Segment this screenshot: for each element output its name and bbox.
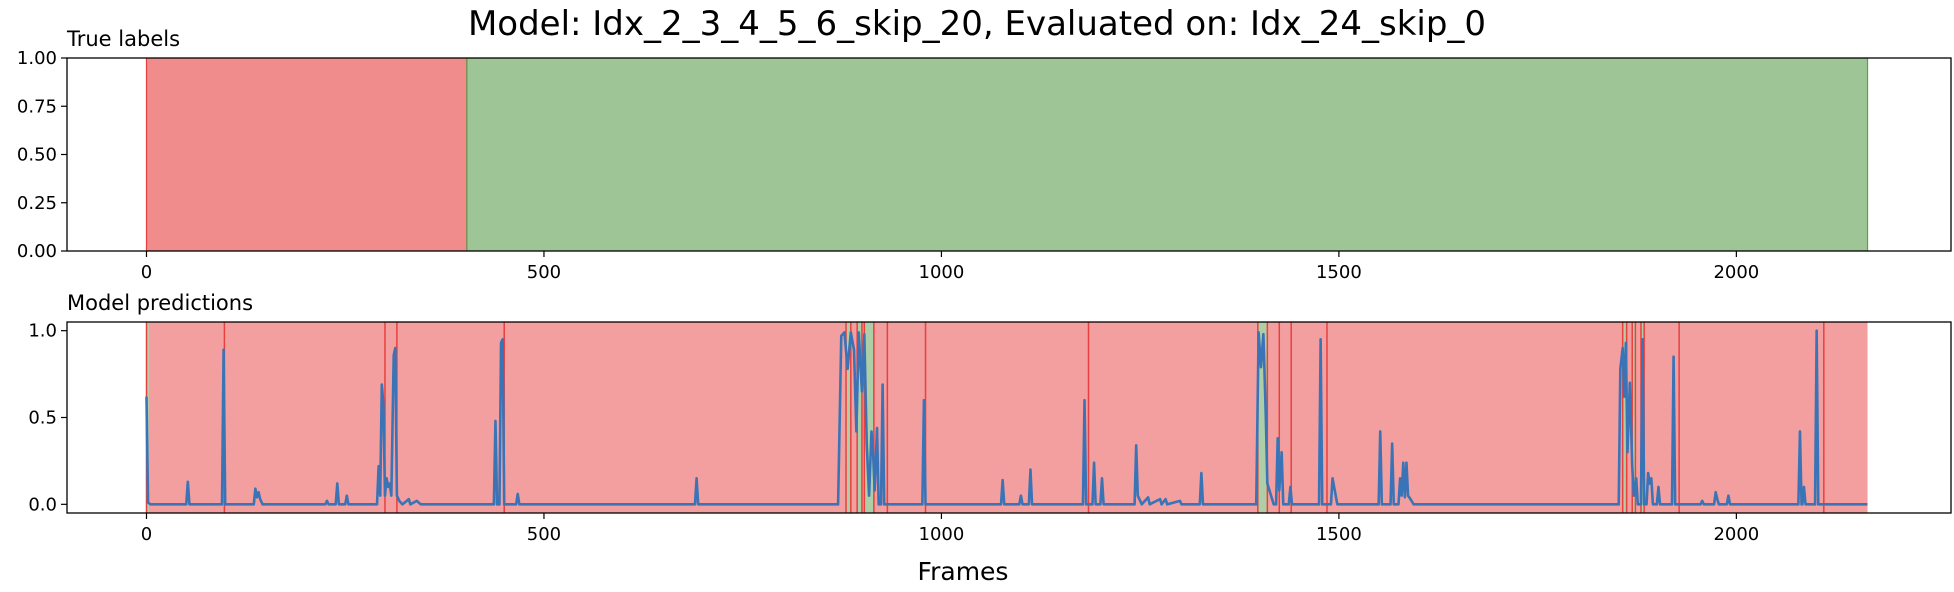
panel-model-predictions: Model predictions 0 500 1000 1500 2000 0.0 0.5… bbox=[28, 291, 1952, 545]
segment-negative bbox=[384, 322, 397, 513]
segment-positive bbox=[1257, 322, 1268, 513]
segment-negative bbox=[396, 322, 505, 513]
y-tick-label: 1.0 bbox=[28, 321, 57, 342]
segment-negative bbox=[873, 322, 1258, 513]
figure-title: Model: Idx_2_3_4_5_6_skip_20, Evaluated … bbox=[468, 4, 1486, 44]
x-tick-label: 0 bbox=[141, 262, 152, 283]
panel-title-model-predictions: Model predictions bbox=[67, 291, 253, 315]
label-segments bbox=[145, 58, 1869, 251]
segment-negative bbox=[224, 322, 385, 513]
segment-positive bbox=[857, 322, 862, 513]
prediction-series bbox=[145, 329, 1868, 506]
y-tick-label: 0.25 bbox=[17, 193, 57, 214]
segment-positive bbox=[1622, 322, 1627, 513]
panel-true-labels: True labels 0 500 1000 1500 2000 0.00 0.25 0.50… bbox=[17, 27, 1952, 283]
segment-positive bbox=[846, 322, 851, 513]
x-tick-label: 1500 bbox=[1316, 524, 1362, 545]
x-tick-label: 0 bbox=[141, 524, 152, 545]
y-tick-label: 0.75 bbox=[17, 96, 57, 117]
y-tick-label: 1.00 bbox=[17, 48, 57, 69]
panel-title-true-labels: True labels bbox=[66, 27, 180, 51]
y-tick-label: 0.50 bbox=[17, 145, 57, 166]
y-tick-label: 0.5 bbox=[28, 408, 57, 429]
segment-negative bbox=[148, 322, 225, 513]
x-tick-label: 2000 bbox=[1713, 524, 1759, 545]
x-tick-label: 2000 bbox=[1713, 262, 1759, 283]
segment-negative bbox=[850, 322, 858, 513]
segment-negative bbox=[1644, 322, 1868, 513]
segment-positive bbox=[864, 322, 874, 513]
segment-negative bbox=[861, 322, 865, 513]
axes: 0 500 1000 1500 2000 0.00 0.25 0.50 0.75 1.00 bbox=[17, 48, 1952, 283]
x-tick-label: 1500 bbox=[1316, 262, 1362, 283]
axes: 0 500 1000 1500 2000 0.0 0.5 1.0 bbox=[28, 321, 1952, 545]
y-tick-label: 0.00 bbox=[17, 241, 57, 262]
x-tick-label: 1000 bbox=[919, 262, 965, 283]
x-tick-label: 500 bbox=[527, 262, 561, 283]
prediction-segments bbox=[146, 322, 1868, 513]
x-axis-label: Frames bbox=[918, 557, 1009, 586]
segment-negative bbox=[146, 58, 467, 251]
segment-negative bbox=[1635, 322, 1641, 513]
x-tick-label: 500 bbox=[527, 524, 561, 545]
segment-positive bbox=[1632, 322, 1636, 513]
segment-positive bbox=[466, 58, 1868, 251]
y-tick-label: 0.0 bbox=[28, 494, 57, 515]
segment-negative bbox=[504, 322, 847, 513]
prediction-line bbox=[145, 329, 1868, 506]
x-tick-label: 1000 bbox=[919, 524, 965, 545]
